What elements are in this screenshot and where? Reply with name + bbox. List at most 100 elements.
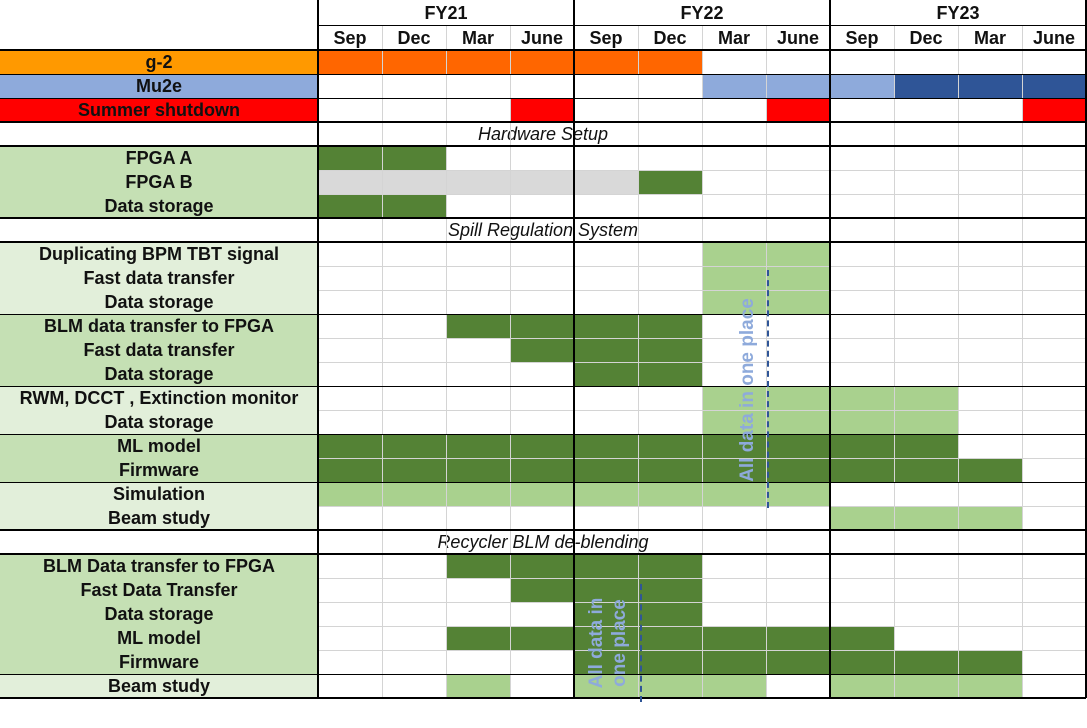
schedule-cell <box>446 458 510 482</box>
schedule-cell <box>574 650 638 674</box>
schedule-cell <box>958 146 1022 170</box>
schedule-cell <box>830 50 894 74</box>
schedule-cell <box>1022 482 1086 506</box>
schedule-cell <box>382 386 446 410</box>
schedule-cell <box>638 98 702 122</box>
task-label: g-2 <box>0 50 318 74</box>
month-header: June <box>776 27 819 48</box>
schedule-cell <box>638 266 702 290</box>
schedule-cell <box>958 434 1022 458</box>
schedule-cell <box>702 314 766 338</box>
schedule-cell <box>766 674 830 698</box>
schedule-cell <box>382 266 446 290</box>
schedule-cell <box>766 170 830 194</box>
schedule-cell <box>1022 194 1086 218</box>
schedule-cell <box>830 146 894 170</box>
task-label: Firmware <box>0 650 318 674</box>
schedule-cell <box>958 410 1022 434</box>
schedule-cell <box>766 194 830 218</box>
schedule-cell <box>830 626 894 650</box>
schedule-cell <box>894 74 958 98</box>
schedule-cell <box>574 506 638 530</box>
schedule-cell <box>510 362 574 386</box>
header-divider <box>318 25 1086 26</box>
task-label: Simulation <box>0 482 318 506</box>
schedule-cell <box>446 674 510 698</box>
schedule-cell <box>638 362 702 386</box>
schedule-cell <box>894 410 958 434</box>
schedule-cell <box>702 74 766 98</box>
group-line <box>0 98 1086 99</box>
schedule-cell <box>958 602 1022 626</box>
schedule-cell <box>510 98 574 122</box>
schedule-cell <box>382 626 446 650</box>
schedule-cell <box>510 626 574 650</box>
schedule-cell <box>1022 626 1086 650</box>
schedule-cell <box>1022 578 1086 602</box>
schedule-cell <box>446 74 510 98</box>
schedule-cell <box>894 482 958 506</box>
schedule-cell <box>702 98 766 122</box>
schedule-cell <box>382 554 446 578</box>
schedule-cell <box>1022 290 1086 314</box>
schedule-cell <box>382 650 446 674</box>
schedule-cell <box>510 74 574 98</box>
schedule-cell <box>318 602 382 626</box>
gridline <box>318 578 1086 579</box>
schedule-cell <box>510 602 574 626</box>
schedule-cell <box>1022 266 1086 290</box>
schedule-cell <box>702 170 766 194</box>
schedule-cell <box>702 290 766 314</box>
schedule-cell <box>958 578 1022 602</box>
month-header: Sep <box>589 27 623 48</box>
schedule-cell <box>958 338 1022 362</box>
schedule-cell <box>318 434 382 458</box>
schedule-cell <box>894 50 958 74</box>
schedule-cell <box>1022 74 1086 98</box>
schedule-cell <box>638 578 702 602</box>
schedule-cell <box>894 266 958 290</box>
schedule-cell <box>446 650 510 674</box>
schedule-cell <box>638 626 702 650</box>
task-label: FPGA B <box>0 170 318 194</box>
schedule-cell <box>1022 506 1086 530</box>
schedule-cell <box>574 554 638 578</box>
schedule-cell <box>446 98 510 122</box>
month-header: Mar <box>973 27 1006 48</box>
year-divider <box>829 0 831 698</box>
schedule-cell <box>1022 50 1086 74</box>
schedule-cell <box>382 194 446 218</box>
schedule-cell <box>766 554 830 578</box>
schedule-cell <box>638 674 702 698</box>
schedule-cell <box>510 410 574 434</box>
section-line <box>0 529 1086 531</box>
schedule-cell <box>894 194 958 218</box>
schedule-cell <box>446 554 510 578</box>
schedule-cell <box>702 578 766 602</box>
schedule-cell <box>766 434 830 458</box>
annotation-all-data: All data in <box>586 597 607 689</box>
year-header: FY22 <box>680 2 724 23</box>
schedule-cell <box>830 266 894 290</box>
gridline <box>318 194 1086 195</box>
schedule-cell <box>574 602 638 626</box>
schedule-cell <box>702 650 766 674</box>
schedule-cell <box>318 266 382 290</box>
schedule-cell <box>958 554 1022 578</box>
schedule-cell <box>766 410 830 434</box>
schedule-cell <box>894 626 958 650</box>
schedule-cell <box>766 506 830 530</box>
schedule-cell <box>446 290 510 314</box>
schedule-cell <box>702 674 766 698</box>
gridline <box>318 458 1086 459</box>
schedule-cell <box>382 314 446 338</box>
schedule-cell <box>1022 458 1086 482</box>
schedule-cell <box>382 146 446 170</box>
schedule-cell <box>766 482 830 506</box>
schedule-cell <box>446 602 510 626</box>
annotation-all-data: All data in one place <box>737 298 758 482</box>
schedule-cell <box>766 338 830 362</box>
schedule-cell <box>894 506 958 530</box>
schedule-cell <box>510 242 574 266</box>
schedule-cell <box>574 266 638 290</box>
